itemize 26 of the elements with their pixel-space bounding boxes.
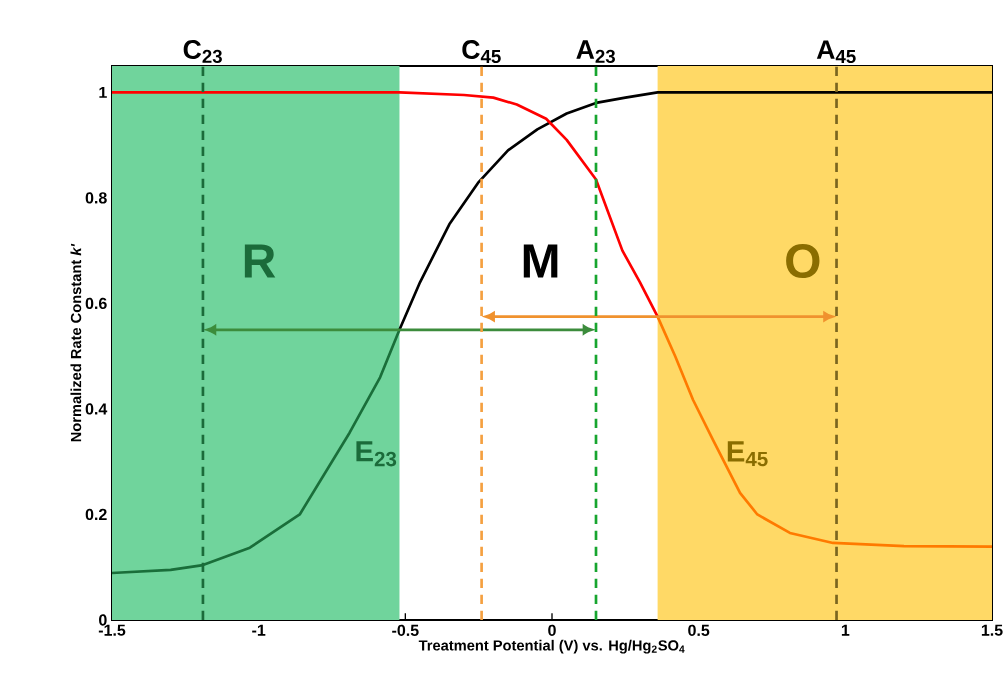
line-series: [110, 91, 659, 318]
y-tick-label: 1: [99, 86, 107, 98]
line-series: [656, 315, 994, 548]
ref-line-label: A$_{45}$: [816, 40, 856, 64]
y-tick-label: 0.2: [85, 508, 107, 521]
x-tick-label: 1: [841, 624, 850, 636]
annotation: M: [523, 244, 558, 278]
ref-line-label: C$_{45}$: [462, 40, 501, 64]
y-tick-label: 0.4: [85, 403, 108, 415]
y-tick-label: 0.6: [85, 297, 107, 310]
ref-line-label: A$_{23}$: [576, 40, 615, 64]
x-tick-label: 0: [548, 624, 556, 637]
annotation: E$_{23}$: [356, 441, 397, 467]
ref-line-label: C$_{23}$: [183, 40, 222, 64]
y-axis-title: Normalized Rate Constant k': [70, 243, 82, 442]
x-tick-label: -1: [252, 624, 266, 636]
x-axis-title: Treatment Potential (V) vs. Hg/Hg$_{2}$SO$_{4}$: [418, 639, 685, 654]
annotation: E$_{45}$: [727, 441, 768, 467]
y-tick-label: 0.8: [85, 192, 107, 204]
x-tick-label: -0.5: [392, 624, 419, 637]
y-tick-label: 0: [99, 614, 107, 626]
x-tick-label: -1.5: [98, 624, 126, 636]
x-tick-label: 0.5: [688, 624, 710, 637]
x-tick-label: 1.5: [981, 624, 1003, 636]
annotation: R: [244, 244, 276, 278]
annotation: O: [786, 244, 820, 278]
